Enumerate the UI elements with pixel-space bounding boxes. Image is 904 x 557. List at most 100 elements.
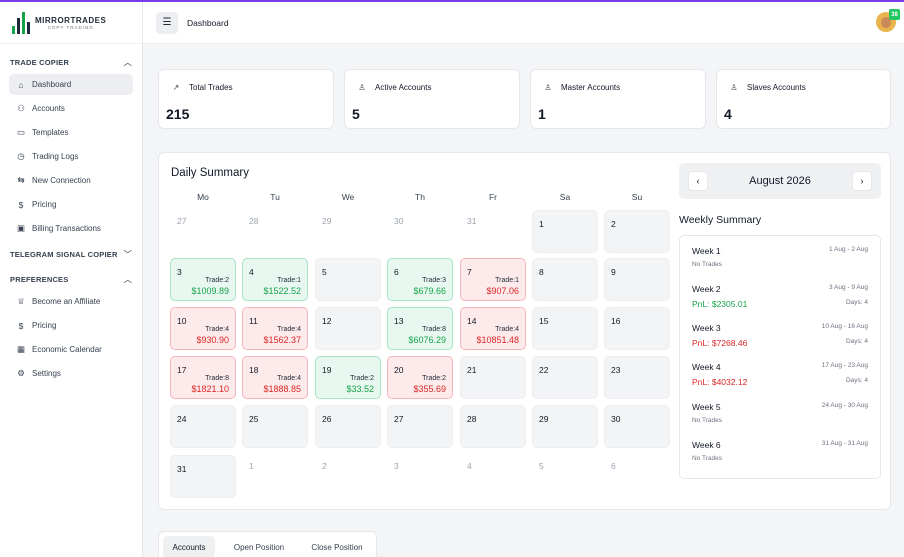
day-number: 28 [467, 414, 477, 424]
calendar-day[interactable]: 26 [315, 405, 381, 448]
tab-open-position[interactable]: Open Position [233, 542, 285, 552]
day-pnl: $1821.10 [191, 384, 229, 394]
calendar-day[interactable]: 30 [604, 405, 670, 448]
next-month-button[interactable]: › [852, 171, 872, 191]
trade-count: Trade:4 [205, 326, 229, 333]
day-pnl: $679.66 [413, 286, 446, 296]
weekly-row[interactable]: Week 6 31 Aug - 31 Aug No Trades [692, 440, 868, 476]
stat-card: ♙ Slaves Accounts 4 [716, 69, 891, 129]
tab-close-position[interactable]: Close Position [311, 542, 363, 552]
day-number: 3 [177, 267, 182, 277]
calendar-day[interactable]: 14 Trade:4 $10851.48 [460, 307, 526, 350]
calendar-day[interactable]: 16 [604, 307, 670, 350]
sidebar-item-billing-transactions[interactable]: ▣ Billing Transactions [9, 218, 133, 239]
day-number: 16 [611, 316, 621, 326]
weekday-label: Mo [197, 192, 209, 202]
week-name: Week 1 [692, 246, 721, 256]
calendar-day[interactable]: 29 [532, 405, 598, 448]
weekly-row[interactable]: Week 1 1 Aug - 2 Aug No Trades [692, 246, 868, 282]
weekly-row[interactable]: Week 3 10 Aug - 16 Aug PnL: $7268.46 Days: … [692, 323, 868, 359]
stat-label: Slaves Accounts [747, 83, 806, 92]
calendar-day[interactable]: 5 [315, 258, 381, 301]
sidebar-section-header[interactable]: TELEGRAM SIGNAL COPIER ﹀ [0, 244, 142, 264]
chevron-left-icon: ‹ [696, 176, 700, 186]
calendar-day[interactable]: 24 [170, 405, 236, 448]
calendar-day[interactable]: 20 Trade:2 $355.69 [387, 356, 453, 399]
calendar-day-outside: 1 [242, 455, 308, 498]
sidebar-item-label: Economic Calendar [32, 345, 102, 354]
calendar-day[interactable]: 9 [604, 258, 670, 301]
panel-title: Daily Summary [171, 167, 249, 179]
collapse-menu-button[interactable]: ☰ [156, 11, 178, 34]
day-pnl: $930.90 [196, 335, 229, 345]
calendar-day[interactable]: 25 [242, 405, 308, 448]
sidebar-item-become-an-affiliate[interactable]: ♕ Become an Affiliate [9, 291, 133, 312]
brand-tagline: COPY TRADING [47, 24, 94, 30]
calendar-day[interactable]: 12 [315, 307, 381, 350]
stat-value: 4 [724, 106, 732, 122]
week-pnl: PnL: $4032.12 [692, 377, 748, 387]
calendar-day[interactable]: 27 [387, 405, 453, 448]
sidebar-section-header[interactable]: TRADE COPIER ︿ [0, 52, 142, 72]
sidebar-item-settings[interactable]: ⚙ Settings [9, 363, 133, 384]
week-name: Week 6 [692, 440, 721, 450]
sidebar-item-templates[interactable]: ▭ Templates [9, 122, 133, 143]
sidebar-section-header[interactable]: PREFERENCES ︿ [0, 269, 142, 289]
positions-tabs: Accounts Open Position Close Position [158, 531, 377, 557]
day-number: 6 [611, 461, 616, 471]
day-number: 9 [611, 267, 616, 277]
calendar-day[interactable]: 2 [604, 210, 670, 253]
day-number: 8 [539, 267, 544, 277]
calendar-day[interactable]: 3 Trade:2 $1009.89 [170, 258, 236, 301]
day-number: 6 [394, 267, 399, 277]
brand-name: MIRRORTRADES [35, 15, 107, 25]
calendar-day[interactable]: 19 Trade:2 $33.52 [315, 356, 381, 399]
logo[interactable]: MIRRORTRADES COPY TRADING [0, 2, 142, 44]
calendar-day[interactable]: 18 Trade:4 $1888.85 [242, 356, 308, 399]
day-number: 4 [249, 267, 254, 277]
stat-label: Active Accounts [375, 83, 432, 92]
stat-header: ♙ Slaves Accounts [727, 83, 806, 92]
sidebar-item-new-connection[interactable]: ⇆ New Connection [9, 170, 133, 191]
calendar-day[interactable]: 22 [532, 356, 598, 399]
sidebar-item-label: New Connection [32, 176, 91, 185]
tab-accounts[interactable]: Accounts [163, 536, 215, 557]
calendar-day[interactable]: 13 Trade:8 $6076.29 [387, 307, 453, 350]
weekly-row[interactable]: Week 4 17 Aug - 23 Aug PnL: $4032.12 Days: … [692, 362, 868, 398]
calendar-day[interactable]: 31 [170, 455, 236, 498]
calendar-day[interactable]: 4 Trade:1 $1522.52 [242, 258, 308, 301]
calendar-day[interactable]: 7 Trade:1 $907.06 [460, 258, 526, 301]
week-range: 31 Aug - 31 Aug [821, 440, 868, 447]
calendar-day[interactable]: 23 [604, 356, 670, 399]
weekly-row[interactable]: Week 5 24 Aug - 30 Aug No Trades [692, 402, 868, 438]
prev-month-button[interactable]: ‹ [688, 171, 708, 191]
calendar-day[interactable]: 11 Trade:4 $1562.37 [242, 307, 308, 350]
calendar-day[interactable]: 17 Trade:8 $1821.10 [170, 356, 236, 399]
calendar-day[interactable]: 10 Trade:4 $930.90 [170, 307, 236, 350]
calendar-day[interactable]: 15 [532, 307, 598, 350]
calendar-day[interactable]: 6 Trade:3 $679.66 [387, 258, 453, 301]
calendar-day[interactable]: 21 [460, 356, 526, 399]
sidebar-item-pricing[interactable]: $ Pricing [9, 194, 133, 215]
calendar-day[interactable]: 1 [532, 210, 598, 253]
calendar-day-outside: 31 [460, 210, 526, 253]
day-number: 27 [394, 414, 404, 424]
user-icon: ♙ [358, 83, 366, 92]
sidebar-item-trading-logs[interactable]: ◷ Trading Logs [9, 146, 133, 167]
calendar-day-outside: 3 [387, 455, 453, 498]
sidebar-item-economic-calendar[interactable]: ▦ Economic Calendar [9, 339, 133, 360]
sidebar-item-dashboard[interactable]: ⌂ Dashboard [9, 74, 133, 95]
sidebar-item-pricing[interactable]: $ Pricing [9, 315, 133, 336]
weekly-row[interactable]: Week 2 3 Aug - 9 Aug PnL: $2305.01 Days: 4 [692, 284, 868, 320]
avatar[interactable]: 38 [876, 9, 900, 32]
sidebar-item-accounts[interactable]: ⚇ Accounts [9, 98, 133, 119]
calendar-day[interactable]: 28 [460, 405, 526, 448]
day-number: 10 [177, 316, 187, 326]
weekly-summary-list: Week 1 1 Aug - 2 Aug No Trades Week 2 3 Aug … [679, 235, 881, 479]
sidebar-item-label: Settings [32, 369, 61, 378]
stat-header: ♙ Master Accounts [541, 83, 620, 92]
day-number: 15 [539, 316, 549, 326]
day-number: 13 [394, 316, 404, 326]
sidebar-item-label: Pricing [32, 200, 57, 209]
calendar-day[interactable]: 8 [532, 258, 598, 301]
